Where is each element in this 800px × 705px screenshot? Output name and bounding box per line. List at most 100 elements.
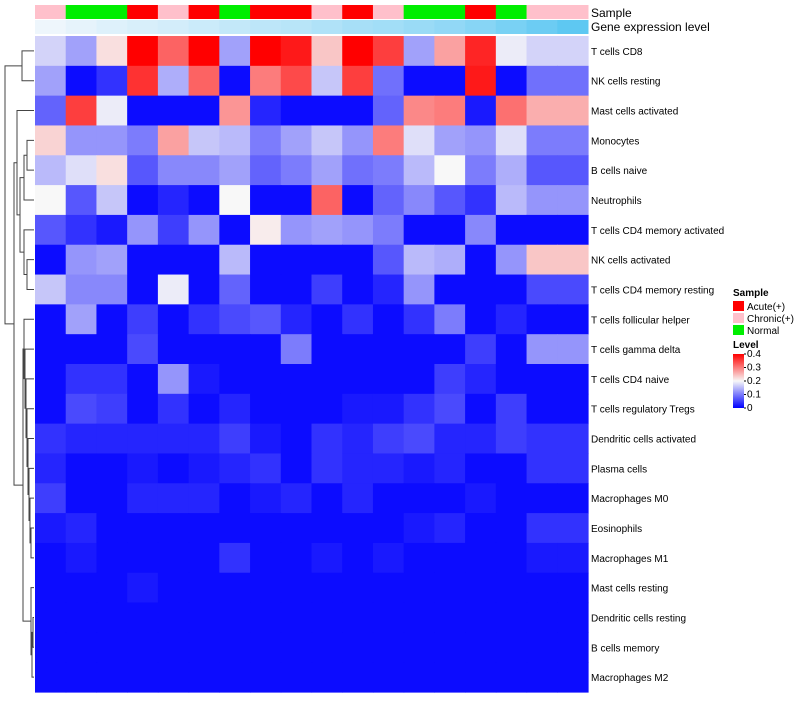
heatmap-cell	[403, 65, 435, 97]
heatmap-cell	[219, 274, 251, 305]
heatmap-cell	[495, 662, 528, 693]
sample-annotation-cell	[127, 5, 159, 19]
heatmap-cell	[434, 662, 466, 693]
heatmap-cell	[157, 572, 190, 604]
heatmap-cell	[127, 483, 159, 514]
heatmap-cell	[35, 542, 67, 574]
row-label: Dendritic cells activated	[591, 435, 696, 446]
dendrogram-branch	[13, 162, 23, 486]
heatmap-cell	[495, 602, 528, 633]
heatmap-cell	[280, 632, 313, 663]
heatmap-cell	[372, 542, 405, 574]
heatmap-cell	[403, 662, 435, 693]
heatmap-cell	[372, 36, 405, 67]
heatmap-cell	[311, 393, 343, 425]
heatmap-cell	[557, 214, 589, 246]
heatmap-cell	[311, 453, 343, 484]
heatmap-cell	[526, 36, 558, 67]
heatmap-cell	[219, 125, 251, 156]
row-label: Macrophages M0	[591, 494, 669, 505]
heatmap-cell	[35, 572, 67, 604]
legend-sample-label: Acute(+)	[747, 302, 785, 313]
heatmap-cell	[157, 214, 190, 246]
heatmap-cell	[96, 393, 128, 425]
heatmap-cell	[127, 125, 159, 156]
heatmap-cell	[65, 274, 98, 305]
legend-level-tick-label: 0.1	[747, 390, 761, 401]
heatmap-cell	[495, 334, 528, 365]
heatmap-cell	[96, 274, 128, 305]
track-label-expression: Gene expression level	[591, 20, 710, 34]
heatmap-cell	[495, 513, 528, 544]
heatmap-cell	[342, 393, 374, 425]
heatmap-cell	[403, 483, 435, 514]
heatmap-cell	[157, 304, 190, 335]
heatmap-cell	[495, 95, 528, 127]
heatmap-cell	[280, 155, 313, 186]
expression-annotation-cell	[96, 20, 128, 34]
heatmap-cell	[250, 632, 282, 663]
heatmap-cell	[65, 453, 98, 484]
expression-annotation-cell	[157, 20, 190, 34]
dendrogram-branch	[4, 65, 22, 325]
heatmap-cell	[250, 155, 282, 186]
heatmap-cell	[342, 602, 374, 633]
heatmap-cell	[526, 662, 558, 693]
heatmap-cell	[250, 572, 282, 604]
heatmap-cell	[219, 155, 251, 186]
heatmap-cell	[311, 155, 343, 186]
heatmap-cell	[65, 364, 98, 395]
expression-annotation-cell	[250, 20, 282, 34]
heatmap-cell	[157, 423, 190, 455]
heatmap-cell	[557, 185, 589, 216]
heatmap-cell	[188, 244, 220, 276]
heatmap-cell	[557, 602, 589, 633]
legend: Sample Acute(+)Chronic(+)Normal Level 0.…	[733, 288, 794, 414]
heatmap-cell	[465, 662, 497, 693]
heatmap-cell	[557, 483, 589, 514]
heatmap-cell	[495, 214, 528, 246]
heatmap-cell	[250, 304, 282, 335]
heatmap-cell	[250, 244, 282, 276]
heatmap-cell	[127, 155, 159, 186]
heatmap-cell	[157, 632, 190, 663]
heatmap-cell	[127, 572, 159, 604]
heatmap-cell	[157, 662, 190, 693]
heatmap-cell	[495, 453, 528, 484]
heatmap-cell	[65, 572, 98, 604]
heatmap-cell	[403, 393, 435, 425]
heatmap-cell	[157, 65, 190, 97]
heatmap-cell	[65, 662, 98, 693]
heatmap-cell	[557, 364, 589, 395]
heatmap-cell	[65, 632, 98, 663]
heatmap-cell	[311, 95, 343, 127]
heatmap-cell	[526, 214, 558, 246]
heatmap-cell	[96, 483, 128, 514]
heatmap-cell	[495, 364, 528, 395]
expression-annotation-cell	[342, 20, 374, 34]
heatmap-cell	[157, 542, 190, 574]
heatmap-cell	[311, 274, 343, 305]
row-label: T cells follicular helper	[591, 315, 690, 326]
heatmap-cell	[372, 423, 405, 455]
heatmap-cell	[188, 185, 220, 216]
heatmap-cell	[157, 36, 190, 67]
row-label: Plasma cells	[591, 464, 647, 475]
heatmap-cell	[526, 304, 558, 335]
heatmap-cell	[250, 95, 282, 127]
heatmap-cell	[311, 334, 343, 365]
heatmap-cell	[96, 95, 128, 127]
heatmap-cell	[280, 572, 313, 604]
row-label: NK cells resting	[591, 77, 660, 88]
row-label: Neutrophils	[591, 196, 642, 207]
heatmap-cell	[342, 274, 374, 305]
heatmap-cell	[96, 572, 128, 604]
row-label: B cells memory	[591, 643, 659, 654]
heatmap-cell	[188, 483, 220, 514]
expression-annotation-cell	[127, 20, 159, 34]
heatmap-cell	[434, 513, 466, 544]
heatmap-cell	[372, 185, 405, 216]
heatmap-cell	[127, 423, 159, 455]
legend-sample-swatch	[733, 313, 744, 323]
expression-annotation-cell	[372, 20, 405, 34]
